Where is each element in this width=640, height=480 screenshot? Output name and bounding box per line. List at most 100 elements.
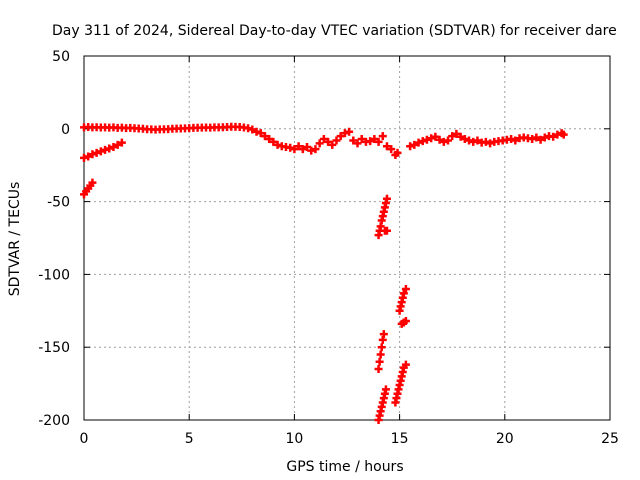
data-point: [374, 137, 383, 146]
y-tick-label: -150: [38, 340, 70, 356]
x-tick-label: 25: [601, 431, 619, 447]
data-point: [452, 129, 461, 138]
data-point: [427, 134, 436, 143]
data-point: [349, 136, 358, 145]
data-point: [422, 135, 431, 144]
data-point: [286, 143, 295, 152]
data-point: [315, 139, 324, 148]
data-point: [96, 147, 105, 156]
y-tick-label: -50: [47, 195, 70, 211]
data-point: [507, 134, 516, 143]
data-point: [307, 146, 316, 155]
data-point: [252, 127, 261, 136]
data-point: [387, 145, 396, 154]
grid-lines: [84, 56, 610, 420]
data-point: [353, 139, 362, 148]
chart-title: Day 311 of 2024, Sidereal Day-to-day VTE…: [52, 23, 617, 39]
data-point: [381, 385, 390, 394]
data-points: [80, 122, 568, 424]
data-point: [117, 138, 126, 147]
x-tick-label: 0: [80, 431, 89, 447]
data-point: [536, 135, 545, 144]
data-point: [265, 134, 274, 143]
data-point: [401, 360, 410, 369]
data-point: [332, 136, 341, 145]
data-point: [370, 134, 379, 143]
data-point: [345, 127, 354, 136]
data-point: [528, 134, 537, 143]
data-point: [303, 143, 312, 151]
data-point: [414, 138, 423, 147]
data-point: [105, 144, 114, 153]
data-point: [439, 137, 448, 146]
data-point: [375, 357, 384, 366]
data-point: [88, 178, 97, 187]
data-point: [410, 140, 419, 149]
data-point: [406, 142, 415, 151]
data-point: [328, 140, 337, 149]
data-point: [382, 194, 391, 203]
data-point: [448, 132, 457, 141]
data-point: [319, 134, 328, 143]
data-point: [456, 132, 465, 141]
data-point: [294, 142, 303, 151]
data-point: [109, 143, 118, 151]
data-point: [511, 136, 520, 145]
data-point: [431, 132, 440, 141]
data-point: [366, 137, 375, 146]
data-point: [399, 289, 408, 298]
data-point: [401, 284, 410, 293]
data-point: [469, 137, 478, 146]
data-point: [418, 137, 427, 146]
y-tick-label: 50: [52, 49, 70, 65]
x-tick-label: 5: [185, 431, 194, 447]
y-tick-label: 0: [61, 122, 70, 138]
data-point: [382, 142, 391, 151]
data-point: [92, 148, 101, 157]
data-point: [269, 137, 278, 146]
data-point: [460, 134, 469, 143]
y-axis-title: SDTVAR / TECUs: [7, 182, 23, 297]
data-point: [540, 133, 549, 142]
data-point: [374, 365, 383, 374]
x-tick-label: 20: [496, 431, 514, 447]
data-point: [379, 330, 388, 339]
data-point: [290, 145, 299, 154]
y-tick-label: -100: [38, 267, 70, 283]
data-point: [340, 129, 349, 138]
data-point: [465, 136, 474, 145]
data-point: [324, 137, 333, 146]
data-point: [549, 132, 558, 141]
axis-ticks: 0 5 10 15 20 25 50 0 -50 -100 -150 -200: [38, 49, 619, 447]
data-point: [559, 130, 568, 139]
data-point: [336, 132, 345, 141]
data-point: [376, 350, 385, 359]
data-point: [248, 125, 257, 134]
x-axis-title: GPS time / hours: [286, 459, 403, 475]
data-point: [357, 134, 366, 143]
data-point: [393, 148, 402, 157]
plot-area-frame: [83, 55, 611, 421]
data-point: [377, 343, 386, 352]
data-point: [298, 145, 307, 154]
data-point: [532, 133, 541, 142]
data-point: [101, 145, 110, 154]
data-point: [311, 145, 320, 154]
data-point: [273, 140, 282, 149]
data-point: [80, 153, 88, 162]
data-point: [435, 135, 444, 144]
data-point: [443, 136, 452, 145]
data-point: [473, 136, 482, 145]
y-tick-label: -200: [38, 413, 70, 429]
x-tick-label: 10: [285, 431, 303, 447]
data-point: [401, 316, 410, 325]
data-point: [486, 139, 495, 148]
data-point: [88, 150, 97, 159]
x-tick-label: 15: [391, 431, 409, 447]
data-point: [113, 140, 122, 149]
data-point: [378, 132, 387, 141]
data-point: [481, 137, 490, 146]
data-point: [260, 132, 269, 141]
data-point: [84, 152, 93, 161]
